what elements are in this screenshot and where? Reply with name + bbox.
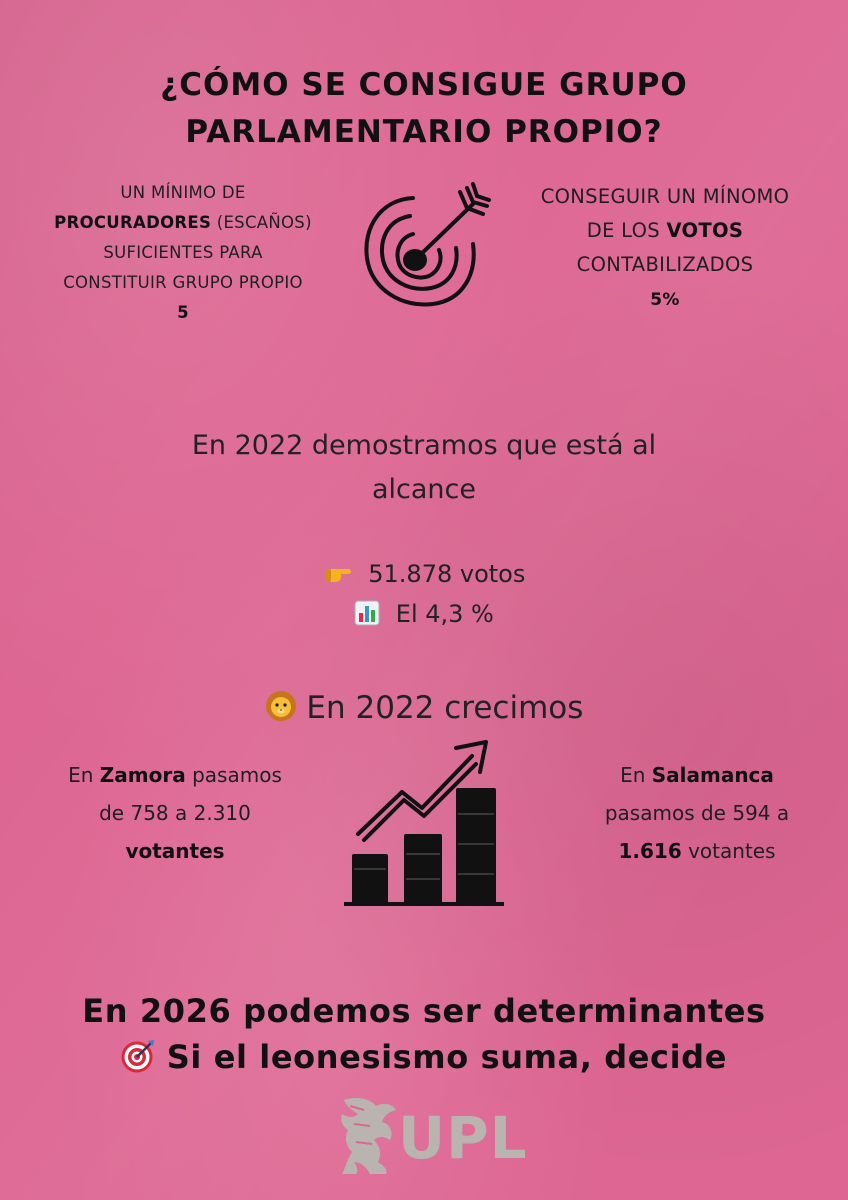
zamora-votantes: votantes — [125, 839, 225, 863]
result-stats: 51.878 votos El 4,3 % — [0, 554, 848, 634]
bottom-line-2-text: Si el leonesismo suma, decide — [166, 1038, 727, 1076]
bar-chart-icon — [354, 600, 388, 628]
zamora-block: En Zamora pasamos de 758 a 2.310 votante… — [40, 756, 310, 870]
procuradores-value: 5 — [177, 303, 189, 322]
bottom-slogan: En 2026 podemos ser determinantes Si el … — [0, 988, 848, 1080]
left-line-4: CONSTITUIR GRUPO PROPIO — [63, 273, 303, 292]
zamora-line-2: de 758 a 2.310 — [99, 801, 251, 825]
result-line-2: alcance — [371, 474, 476, 505]
percent-stat: El 4,3 % — [0, 594, 848, 634]
left-requirement: UN MÍNIMO DE PROCURADORES (ESCAÑOS) SUFI… — [18, 178, 348, 328]
right-line-1: CONSEGUIR UN MÍNOMO — [540, 185, 790, 208]
left-line-3: SUFICIENTES PARA — [103, 243, 263, 262]
right-requirement: CONSEGUIR UN MÍNOMO DE LOS VOTOS CONTABI… — [500, 180, 830, 317]
salamanca-block: En Salamanca pasamos de 594 a 1.616 vota… — [562, 756, 832, 870]
votos-value: 5% — [650, 290, 680, 310]
zamora-post: pasamos — [185, 763, 282, 787]
salamanca-line-1: En Salamanca — [562, 756, 832, 794]
lion-icon — [265, 690, 307, 726]
salamanca-city: Salamanca — [651, 763, 774, 787]
result-line-1: En 2022 demostramos que está al — [191, 430, 657, 461]
zamora-city: Zamora — [99, 763, 186, 787]
target-icon — [121, 1038, 167, 1076]
title-line-2: PARLAMENTARIO PROPIO? — [185, 114, 663, 150]
page-title: ¿CÓMO SE CONSIGUE GRUPO PARLAMENTARIO PR… — [0, 62, 848, 156]
zamora-line-3: votantes — [40, 832, 310, 870]
zamora-pre: En — [68, 763, 100, 787]
title-line-1: ¿CÓMO SE CONSIGUE GRUPO — [160, 67, 688, 103]
salamanca-votantes-value: 1.616 — [618, 839, 682, 863]
zamora-line-1: En Zamora pasamos — [40, 756, 310, 794]
pointing-hand-icon — [323, 560, 361, 588]
salamanca-line-2: pasamos de 594 a — [604, 801, 790, 825]
growth-heading-text: En 2022 crecimos — [306, 690, 584, 726]
salamanca-pre: En — [620, 763, 652, 787]
left-line-1: UN MÍNIMO DE — [120, 183, 246, 202]
percent-value: El 4,3 % — [395, 600, 494, 628]
right-value: 5% — [500, 282, 830, 317]
growth-chart-icon — [340, 734, 510, 914]
escanos-label: (ESCAÑOS) — [211, 213, 312, 232]
bottom-line-2: Si el leonesismo suma, decide — [0, 1034, 848, 1080]
bottom-line-1: En 2026 podemos ser determinantes — [82, 992, 766, 1030]
salamanca-votantes-label: votantes — [681, 839, 776, 863]
right-line-3: CONTABILIZADOS — [576, 253, 754, 276]
procuradores-label: PROCURADORES — [54, 213, 212, 232]
votos-label: VOTOS — [666, 219, 744, 242]
upl-logo-text: UPL — [398, 1104, 528, 1172]
growth-heading: En 2022 crecimos — [0, 686, 848, 730]
left-value: 5 — [18, 298, 348, 328]
right-line-2: DE LOS VOTOS — [500, 214, 830, 248]
right-line-2-pre: DE LOS — [586, 219, 667, 242]
salamanca-line-3: 1.616 votantes — [562, 832, 832, 870]
lion-rampant-logo-icon — [336, 1096, 402, 1180]
votes-value: 51.878 votos — [368, 560, 526, 588]
upl-logo: UPL — [336, 1096, 528, 1176]
votes-stat: 51.878 votos — [0, 554, 848, 594]
target-arrow-icon — [355, 178, 495, 318]
left-line-2: PROCURADORES (ESCAÑOS) — [18, 208, 348, 238]
result-2022-text: En 2022 demostramos que está al alcance — [0, 424, 848, 512]
